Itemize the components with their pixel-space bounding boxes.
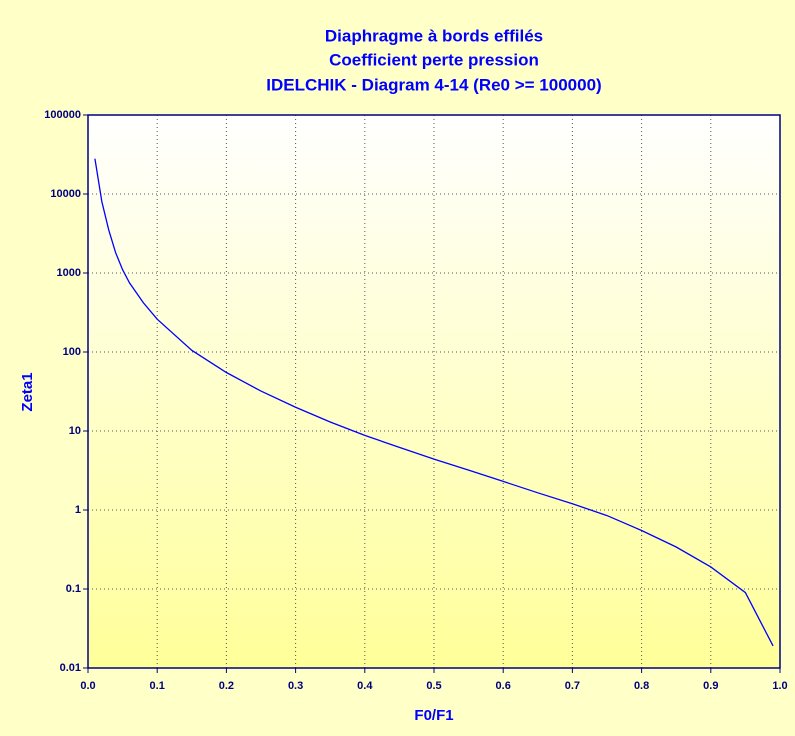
x-tick-label: 0.0: [80, 680, 95, 692]
y-tick-label: 1: [75, 504, 81, 516]
y-tick-label: 0.1: [66, 583, 81, 595]
y-tick-label: 10000: [50, 188, 81, 200]
chart-subtitle: IDELCHIK - Diagram 4-14 (Re0 >= 100000): [266, 75, 601, 94]
x-tick-label: 0.7: [565, 680, 580, 692]
x-tick-label: 1.0: [772, 680, 787, 692]
y-axis-label: Zeta1: [19, 372, 36, 411]
x-tick-label: 0.3: [288, 680, 303, 692]
y-tick-label: 10: [69, 425, 81, 437]
plot-frame: [87, 114, 781, 669]
data-line: [94, 158, 774, 647]
y-tick-label: 0.01: [60, 662, 81, 674]
y-tick-label: 1000: [57, 267, 81, 279]
chart-subtitle: Coefficient perte pression: [329, 50, 539, 69]
x-tick-label: 0.9: [703, 680, 718, 692]
x-tick-label: 0.4: [357, 680, 373, 692]
y-tick-label: 100000: [44, 109, 81, 121]
x-tick-label: 0.8: [634, 680, 649, 692]
y-tick-label: 100: [63, 346, 81, 358]
x-tick-label: 0.2: [219, 680, 234, 692]
chart-title: Diaphragme à bords effilés: [325, 26, 543, 45]
x-tick-label: 0.6: [496, 680, 511, 692]
x-tick-label: 0.5: [426, 680, 441, 692]
x-axis-label: F0/F1: [414, 707, 453, 724]
x-tick-label: 0.1: [150, 680, 165, 692]
